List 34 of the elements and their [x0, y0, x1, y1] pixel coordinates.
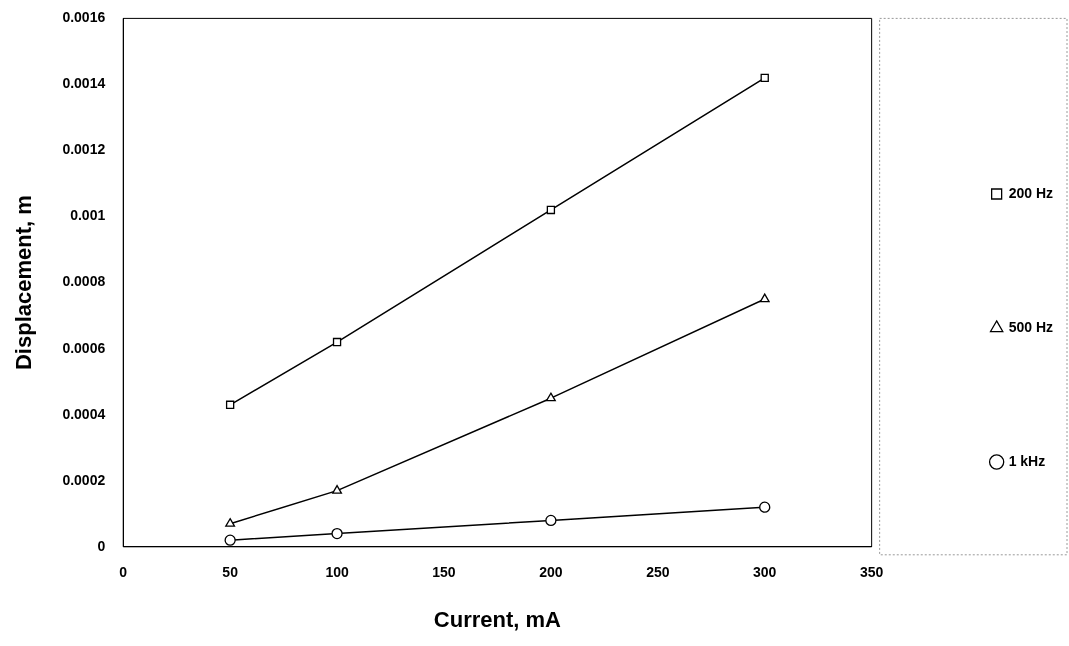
point — [224, 534, 236, 546]
y-tick-label: 0.0016 — [62, 9, 106, 26]
point — [759, 293, 770, 303]
y-tick-label: 0.0006 — [62, 339, 106, 356]
x-tick-label: 100 — [325, 564, 349, 581]
point — [545, 392, 556, 402]
y-tick-label: 0.0002 — [62, 471, 106, 488]
x-tick-label: 0 — [119, 564, 128, 581]
y-tick-label: 0 — [97, 537, 106, 554]
legend-label: 500 Hz — [1008, 318, 1053, 335]
x-tick-label: 250 — [646, 564, 670, 581]
x-tick-label: 50 — [222, 564, 239, 581]
x-tick-label: 150 — [432, 564, 456, 581]
legend-label: 1 kHz — [1008, 452, 1046, 469]
y-tick-label: 0.001 — [70, 207, 106, 224]
x-tick-label: 300 — [753, 564, 777, 581]
legend-label: 200 Hz — [1008, 184, 1053, 201]
point — [332, 485, 343, 494]
point — [760, 73, 769, 83]
x-tick-label: 200 — [539, 564, 563, 581]
point — [546, 205, 556, 215]
point — [332, 337, 342, 347]
y-tick-label: 0.0008 — [62, 273, 106, 290]
y-axis-title: Displacement, m — [11, 195, 37, 371]
y-tick-label: 0.0004 — [62, 405, 106, 422]
point — [225, 400, 235, 409]
point — [331, 527, 343, 540]
x-axis-title: Current, mA — [433, 606, 562, 632]
point — [759, 501, 771, 513]
y-tick-label: 0.0012 — [62, 141, 106, 158]
x-tick-label: 350 — [859, 564, 884, 581]
y-tick-label: 0.0014 — [62, 75, 106, 92]
point — [225, 518, 236, 527]
point — [545, 514, 557, 527]
